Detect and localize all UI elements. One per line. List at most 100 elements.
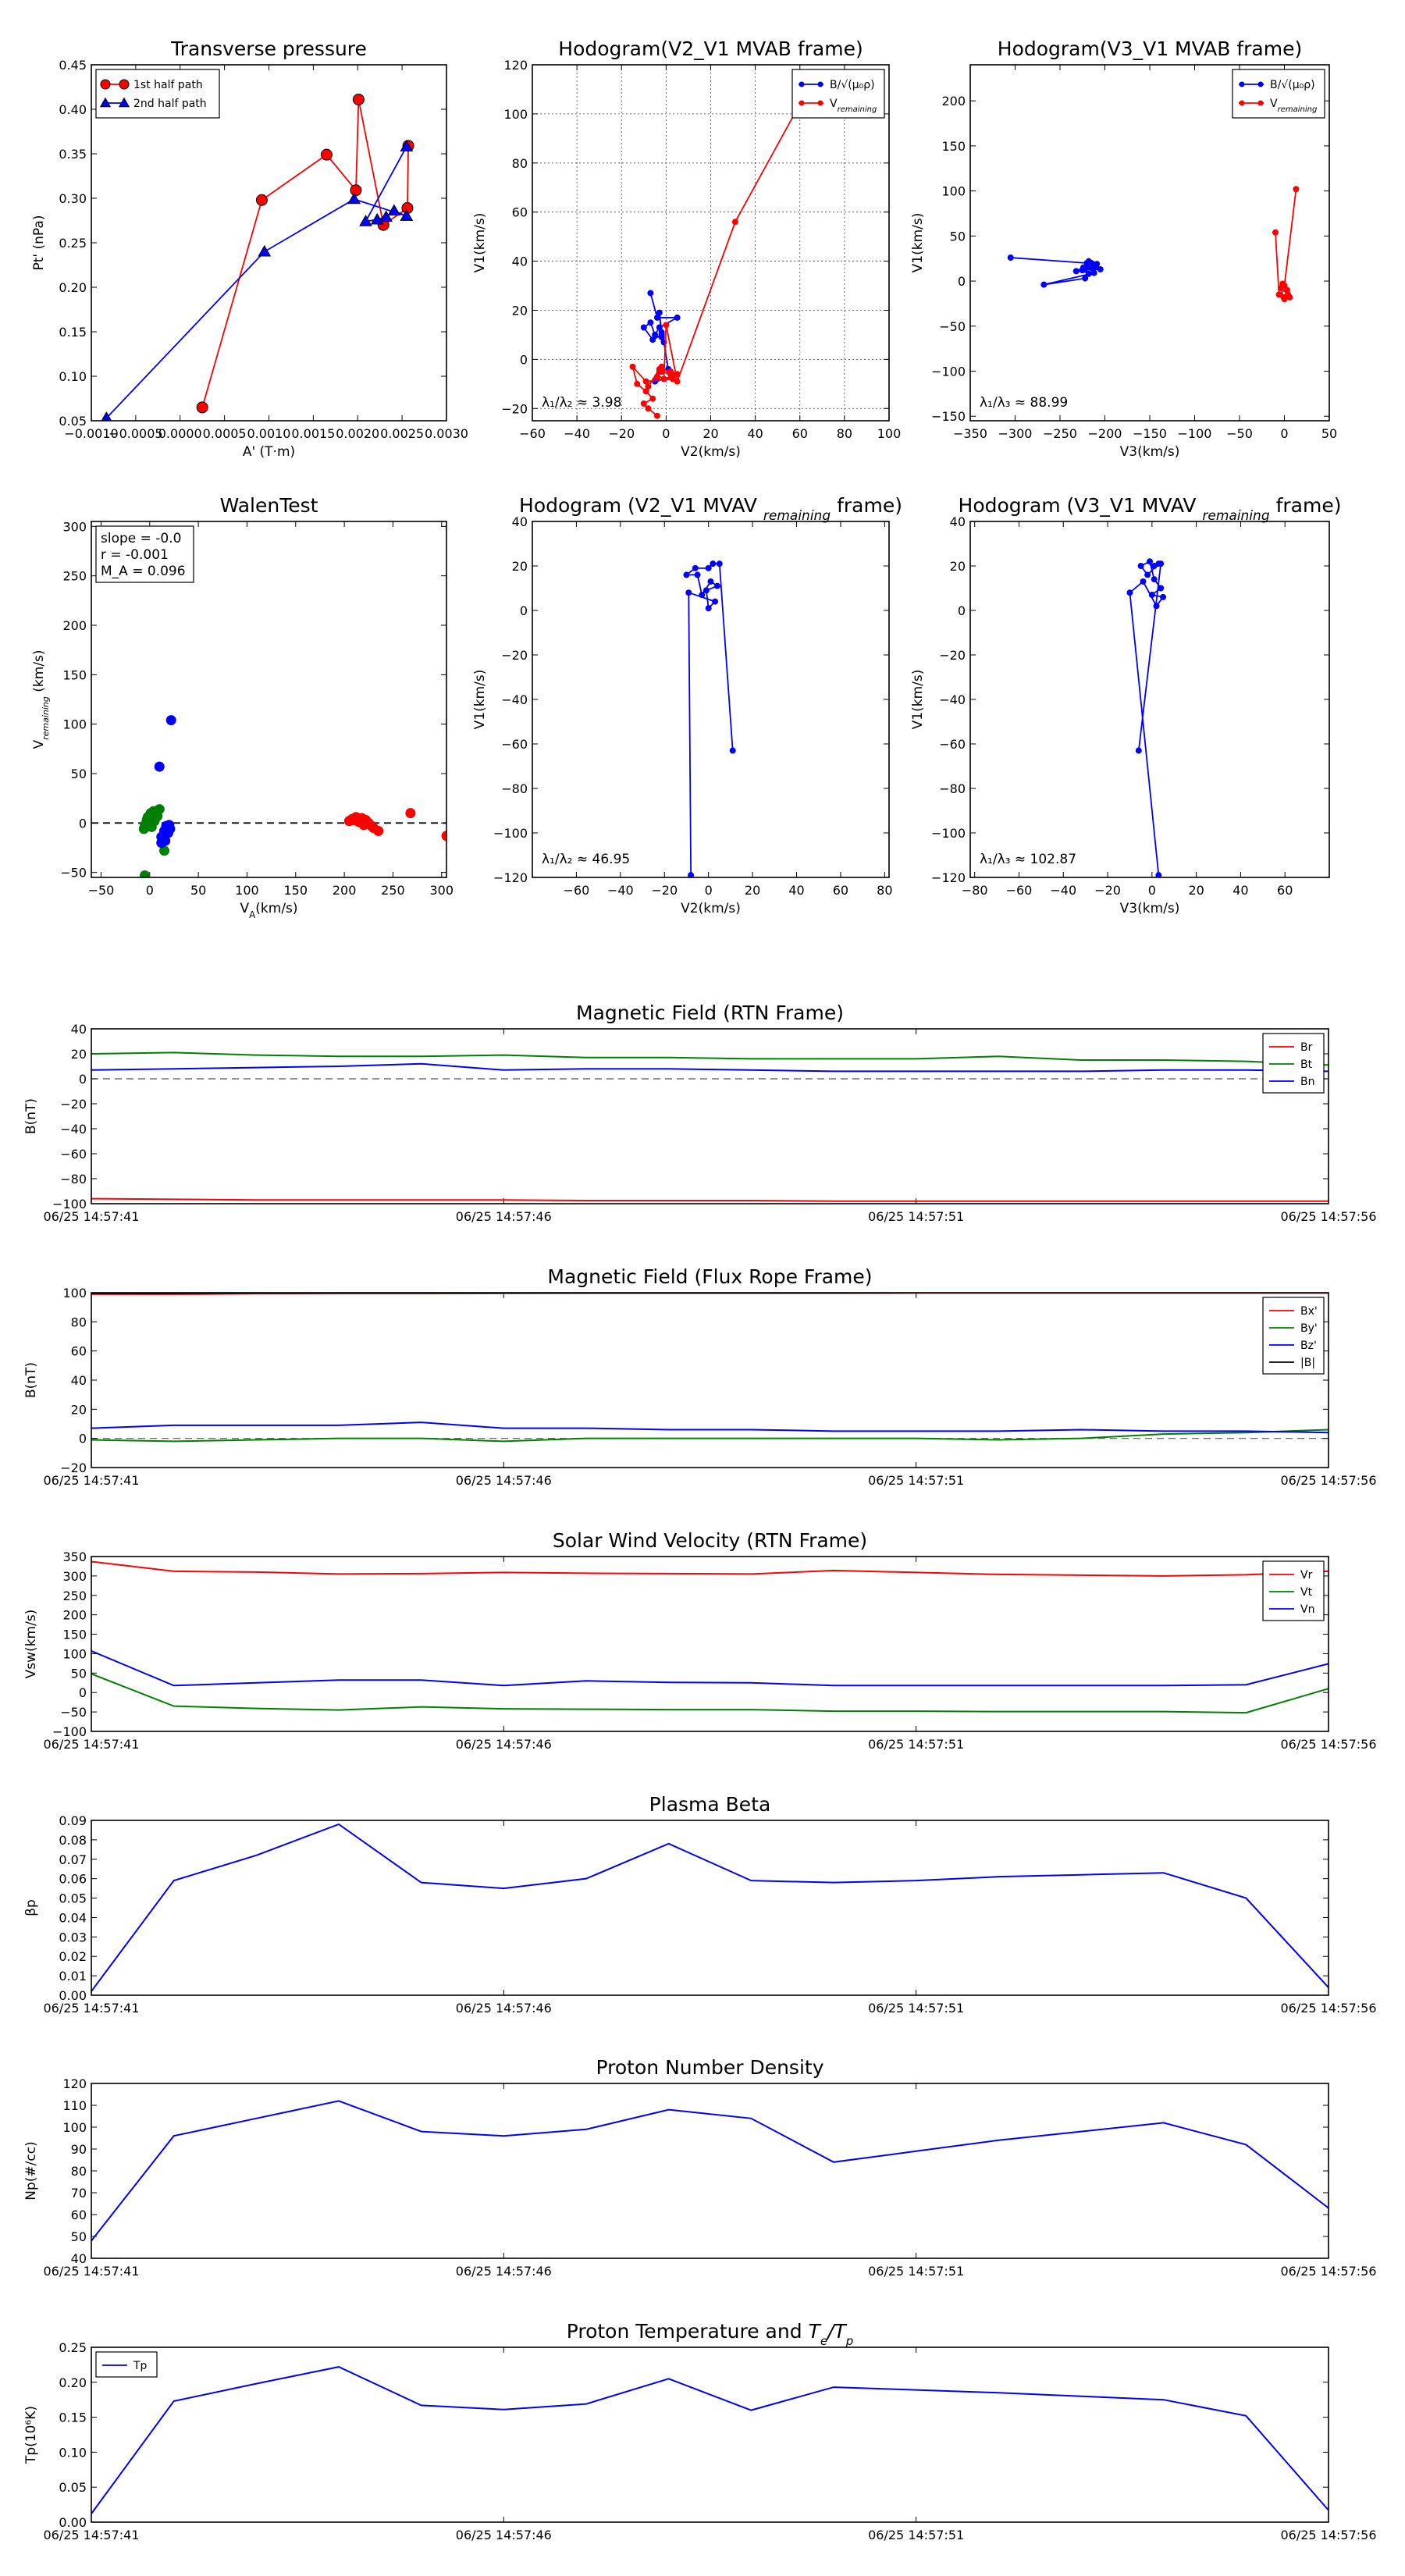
data-point (1140, 578, 1147, 585)
time-tick-label: 06/25 14:57:56 (1280, 1209, 1376, 1224)
time-tick-label: 06/25 14:57:51 (868, 1473, 964, 1488)
legend-label: Bz' (1300, 1340, 1317, 1352)
data-point (1126, 589, 1133, 596)
x-tick-label: 20 (745, 883, 760, 898)
y-tick-label: 60 (512, 205, 528, 220)
legend-marker (1257, 100, 1264, 106)
x-tick-label: 50 (1321, 426, 1337, 441)
x-tick-label: 0.0020 (336, 426, 379, 441)
data-point (1094, 261, 1101, 268)
y-tick-label: 60 (71, 2208, 87, 2222)
y-tick-label: −40 (501, 692, 528, 707)
y-tick-label: 0.10 (59, 369, 87, 384)
y-tick-label: −20 (939, 648, 966, 663)
legend-box (1262, 1033, 1325, 1094)
x-tick-label: 40 (747, 426, 763, 441)
legend-marker (118, 97, 130, 108)
y-tick-label: 100 (62, 717, 87, 732)
data-point (400, 209, 414, 221)
x-tick-label: 0 (1148, 883, 1156, 898)
data-point (379, 210, 393, 222)
stats-line: slope = -0.0 (101, 531, 181, 546)
data-point (712, 598, 719, 605)
y-tick-label: 0.25 (59, 2340, 87, 2355)
data-point (1007, 254, 1014, 262)
time-tick-label: 06/25 14:57:56 (1280, 1737, 1376, 1752)
stats-line: M_A = 0.096 (101, 564, 186, 579)
series-group (91, 1823, 1329, 1992)
data-point (1153, 603, 1160, 610)
x-tick-label: −80 (962, 883, 988, 898)
data-point (716, 560, 723, 568)
x-axis-label: V2(km/s) (681, 901, 741, 916)
x-axis-label: VA(km/s) (240, 901, 297, 920)
time-tick-label: 06/25 14:57:56 (1280, 2528, 1376, 2542)
series-group (1007, 186, 1300, 303)
series-line-Vt (91, 1673, 1329, 1714)
series-line-Br (91, 1197, 1329, 1202)
y-tick-label: 0 (958, 603, 966, 618)
y-tick-label: 0.00 (59, 1988, 87, 2003)
y-tick-label: 120 (503, 58, 528, 73)
y-tick-label: −40 (60, 1122, 87, 1137)
x-tick-label: 0.0005 (203, 426, 247, 441)
data-point (1135, 747, 1142, 754)
data-point (645, 382, 652, 390)
data-point (161, 820, 172, 831)
data-point (165, 715, 176, 726)
series-group (91, 2366, 1329, 2514)
data-point (1293, 186, 1300, 193)
y-tick-label: 0 (79, 1432, 87, 1446)
y-axis-label-main: V (31, 740, 47, 749)
data-point (359, 215, 372, 226)
series-group (1126, 558, 1167, 877)
x-tick-label: 0.0025 (380, 426, 424, 441)
data-point (387, 204, 401, 216)
y-tick-label: 0.05 (59, 2480, 87, 2495)
y-tick-label: −150 (931, 409, 966, 424)
y-tick-label: 0.03 (59, 1930, 87, 1944)
data-point (1089, 265, 1096, 272)
y-tick-label: 250 (62, 569, 87, 584)
legend-label: Bx' (1300, 1305, 1318, 1318)
data-point (705, 564, 712, 571)
x-tick-label: 300 (429, 883, 454, 898)
y-tick-label: 0.08 (59, 1833, 87, 1848)
series-group (91, 1051, 1329, 1202)
data-point (674, 378, 681, 385)
y-tick-label: −100 (931, 826, 966, 841)
y-tick-label: 0.06 (59, 1872, 87, 1887)
time-tick-label: 06/25 14:57:56 (1280, 1473, 1376, 1488)
y-tick-label: 0.09 (59, 1813, 87, 1828)
data-point (707, 578, 714, 585)
y-tick-label: 80 (512, 156, 528, 171)
x-tick-label: −20 (608, 426, 635, 441)
y-axis-label: B(nT) (23, 1098, 39, 1134)
y-tick-label: −20 (501, 648, 528, 663)
chart-p4: −50 0 50 100 150 200 250 300 −50 0 50 100 150 200 250 3… (31, 494, 454, 920)
y-tick-label: −100 (931, 365, 966, 379)
y-axis-label: Pt' (nPa) (31, 215, 47, 271)
data-point (685, 589, 692, 596)
y-tick-label: 0.15 (59, 2411, 87, 2425)
t3-frame (91, 1556, 1329, 1732)
x-tick-label: 100 (877, 426, 902, 441)
data-point (1281, 282, 1288, 289)
legend-marker (99, 97, 112, 108)
x-tick-label: −300 (998, 426, 1033, 441)
legend-label: Vremaining (830, 98, 877, 114)
legend-marker (1257, 81, 1264, 87)
y-tick-label: −50 (60, 866, 87, 881)
y-tick-label: −100 (52, 1197, 87, 1212)
y-tick-label: −100 (52, 1724, 87, 1739)
chart-title: Hodogram(V3_V1 MVAB frame) (998, 37, 1302, 60)
x-tick-label: 80 (837, 426, 852, 441)
legend-marker (100, 79, 111, 90)
chart-title: Plasma Beta (649, 1793, 771, 1816)
time-tick-label: 06/25 14:57:51 (868, 2001, 964, 2016)
y-tick-label: 0 (79, 1072, 87, 1087)
legend-marker (799, 81, 805, 87)
x-tick-label: −250 (1043, 426, 1077, 441)
p1-frame (91, 64, 447, 422)
